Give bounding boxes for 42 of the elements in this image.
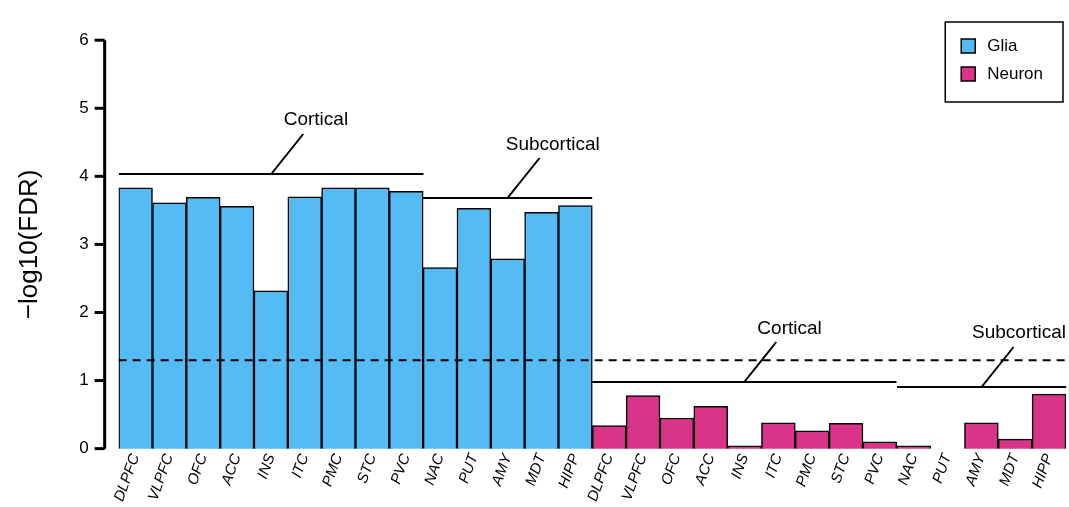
annotation: Subcortical [972,321,1067,343]
x-tick-label: ACC [690,451,718,488]
legend-label: Glia [987,35,1019,55]
x-tick-label: VLPFC [143,451,177,503]
x-tick-label: PVC [386,451,414,487]
x-tick-label: AMY [487,450,515,489]
x-tick-label: DLPFC [109,451,143,504]
x-tick-label: PUT [928,449,955,486]
y-axis-title: −log10(FDR) [12,169,43,320]
annotation: Cortical [757,316,822,338]
x-tick-label: OFC [656,451,684,487]
x-tick-label: HIPP [554,451,583,491]
x-tick-label: VLPFC [617,451,650,503]
x-tick-label: PVC [860,451,887,487]
x-tick-label: OFC [183,451,211,487]
legend-label: Neuron [987,63,1044,83]
x-tick-label: NAC [893,451,921,487]
y-tick-label: 5 [79,97,89,117]
x-tick-label: ITC [287,451,312,480]
y-tick-label: 3 [79,234,89,254]
y-tick-label: 6 [79,29,89,49]
annotation: Cortical [283,108,349,130]
x-tick-label: ACC [216,451,244,488]
x-tick-label: INS [253,451,278,481]
x-tick-label: STC [826,451,853,486]
y-tick-label: 0 [79,438,89,458]
annotation: Subcortical [505,132,600,154]
x-tick-label: INS [726,451,752,481]
x-tick-label: MDT [994,449,1023,488]
x-tick-label: DLPFC [583,451,617,504]
x-tick-label: ITC [760,451,786,480]
x-tick-label: HIPP [1027,451,1056,491]
x-tick-label: AMY [960,450,989,489]
x-tick-label: STC [352,451,380,486]
y-tick-label: 1 [79,370,89,390]
x-tick-label: PMC [791,451,819,489]
x-tick-label: NAC [419,451,447,487]
y-tick-label: 4 [79,166,89,186]
x-tick-label: PMC [317,451,346,489]
x-tick-label: MDT [521,449,549,488]
y-tick-label: 2 [79,302,89,322]
x-tick-label: PUT [454,449,482,486]
